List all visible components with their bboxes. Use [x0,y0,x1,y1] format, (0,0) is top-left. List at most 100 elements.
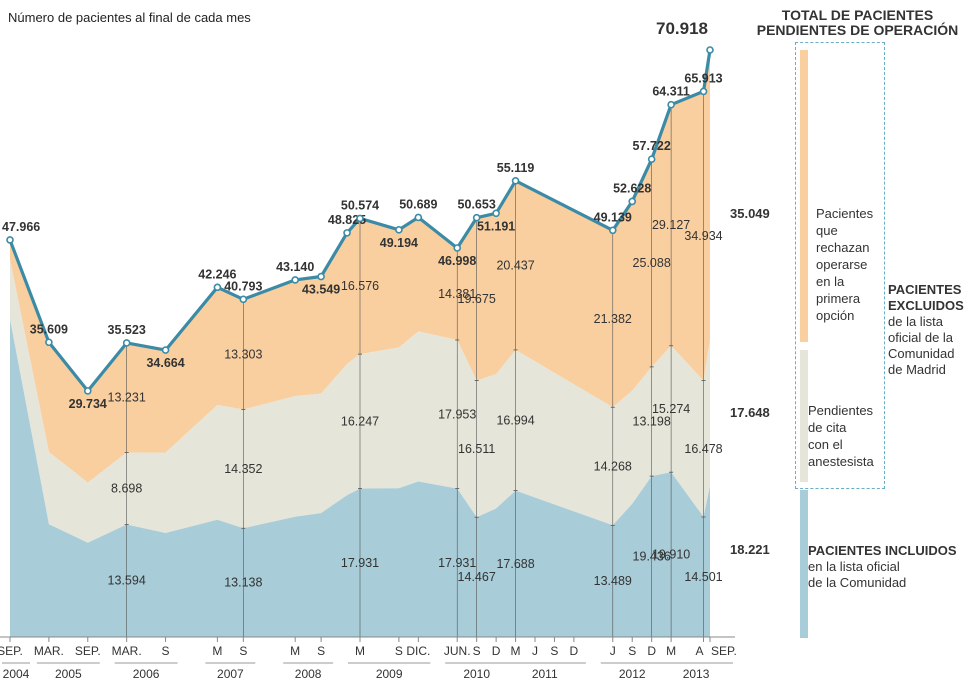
total-label: 49.139 [594,210,632,224]
year-label: 2007 [217,667,244,681]
total-label: 65.913 [684,71,722,85]
rechazan-value: 35.049 [730,206,770,221]
total-marker [492,209,500,218]
total-marker [343,229,351,237]
segment-label-rechazan: 19.675 [458,292,496,306]
total-marker [161,346,170,354]
segment-label-incluidos: 19.436 [633,550,671,564]
total-title-line1: TOTAL DE PACIENTES [781,7,934,23]
segment-value-labels: 13.594 8.698 13.231 13.138 14.352 13.303 17.93… [108,218,723,589]
segment-label-incluidos: 17.688 [496,557,534,571]
total-label: 55.119 [497,161,535,175]
x-tick-label: S [317,644,325,658]
segment-label-incluidos: 13.594 [108,574,146,588]
total-label: 29.734 [69,397,107,411]
segment-label-rechazan: 14.381 [438,287,476,301]
area-incluidos [10,319,710,637]
legend-bar-cita [800,350,808,482]
year-label: 2011 [532,667,558,681]
total-marker [453,244,462,252]
x-tick-label: S [162,644,170,658]
segment-label-incluidos: 14.501 [684,570,722,584]
x-tick-label: SEP. [75,644,101,658]
segment-label-cita: 15.274 [652,402,690,416]
segment-label-rechazan: 29.127 [652,218,690,232]
total-line-group: 47.966 35.609 29.734 35.523 34.664 42.24640.7… [2,19,723,411]
x-tick-label: M [355,644,365,658]
segment-label-rechazan: 20.437 [496,258,534,272]
incluidos-value: 18.221 [730,542,770,557]
x-tick-label: S [550,644,558,658]
rechazan-label: Pacientes que rechazan operarse en la pr… [816,206,874,323]
x-tick-label: SEP. [711,644,737,658]
total-label: 35.609 [30,322,68,336]
total-label: 52.628 [613,181,651,195]
segment-label-rechazan: 13.231 [108,391,146,405]
x-tick-label: S [473,644,481,658]
year-label: 2013 [683,667,710,681]
x-tick-label: D [492,644,501,658]
segment-label-cita: 16.511 [458,442,495,456]
excluidos-label: PACIENTES EXCLUIDOS de la lista oficial … [888,282,964,377]
total-label: 70.918 [656,19,708,38]
total-marker [239,295,248,304]
segment-label-rechazan: 25.088 [633,256,671,270]
total-marker [122,339,131,347]
total-label: 48.825 [328,213,366,227]
total-marker [511,176,520,185]
total-label: 64.311 [652,85,690,99]
segment-label-incluidos: 19.910 [652,548,690,562]
total-label: 34.664 [146,356,184,370]
total-marker [395,226,403,234]
segment-markers [124,91,706,637]
year-label: 2008 [295,667,322,681]
total-marker [414,213,423,222]
excluidos-bracket [795,42,885,489]
total-label: 47.966 [2,220,40,234]
total-marker [647,155,656,164]
x-tick-label: SEP. [0,644,23,658]
x-tick-label: D [570,644,579,658]
x-tick-label: M [666,644,676,658]
segment-label-cita: 14.268 [594,459,632,473]
total-marker [317,272,325,281]
year-label: 2009 [376,667,403,681]
x-tick-label: A [696,644,704,658]
total-label: 46.998 [438,254,476,268]
total-marker [628,197,637,206]
year-label: 2005 [55,667,82,681]
total-marker [45,338,53,347]
total-label: 57.722 [633,139,671,153]
year-label: 2010 [463,667,490,681]
segment-label-cita: 8.698 [111,481,142,495]
year-label: 2012 [619,667,646,681]
cita-label: Pendientes de cita con el anestesista [808,403,874,469]
total-marker [291,276,299,284]
segment-label-rechazan: 34.934 [684,229,722,243]
segment-label-rechazan: 21.382 [594,312,632,326]
segment-label-cita: 16.994 [496,413,534,427]
total-marker [608,226,617,235]
x-tick-label: J [610,644,616,658]
total-marker [472,213,481,222]
total-label: 43.549 [302,283,340,297]
total-marker [706,46,714,54]
x-tick-label: M [212,644,222,658]
segment-label-incluidos: 13.138 [224,576,262,590]
total-label: 50.653 [458,198,496,212]
year-label: 2004 [3,667,30,681]
total-title-line2: PENDIENTES DE OPERACIÓN [756,22,959,38]
total-marker [83,387,92,395]
x-tick-label: M [511,644,521,658]
x-tick-label: S [239,644,247,658]
total-label: 50.689 [399,197,437,211]
total-marker [699,87,708,96]
segment-label-cita: 16.478 [684,442,722,456]
total-marker [6,236,14,244]
legend-bar-rechazan [800,50,808,342]
segment-label-incluidos: 17.931 [438,556,476,570]
x-tick-label: DIC. [406,644,430,658]
total-label: 49.194 [380,236,418,250]
x-tick-label: J [532,644,538,658]
total-legend-title: TOTAL DE PACIENTES PENDIENTES DE OPERACI… [740,8,975,38]
